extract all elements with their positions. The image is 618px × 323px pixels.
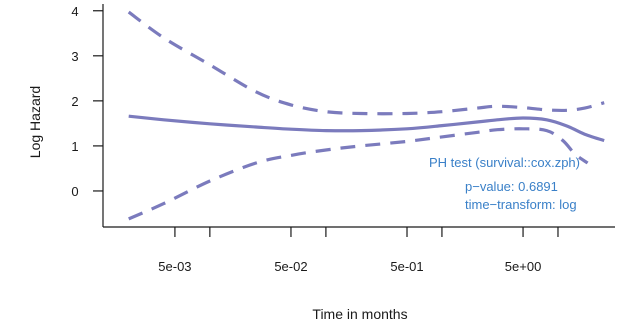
x-tick-label: 5e-01 (390, 259, 423, 274)
x-tick-label: 5e-03 (158, 259, 191, 274)
y-tick-label: 4 (71, 4, 78, 19)
ph-test-annotation: PH test (survival::cox.zph) p−value: 0.6… (429, 155, 580, 212)
ph-test-transform: time−transform: log (465, 197, 577, 212)
series-upper-bound-line (127, 10, 605, 116)
y-tick-label: 1 (71, 139, 78, 154)
ph-test-title: PH test (survival::cox.zph) (429, 155, 580, 170)
y-axis-title: Log Hazard (27, 86, 43, 158)
ph-test-pvalue: p−value: 0.6891 (465, 179, 558, 194)
y-tick-label: 0 (71, 184, 78, 199)
series-lower-bound-line (128, 127, 589, 221)
y-tick-label: 3 (71, 49, 78, 64)
x-axis: 5e-03 5e-02 5e-01 5e+00 (158, 227, 559, 274)
x-tick-label: 5e+00 (505, 259, 542, 274)
series-estimate-line (128, 114, 605, 143)
y-tick-label: 2 (71, 94, 78, 109)
x-axis-title: Time in months (312, 306, 407, 322)
y-axis: 0 1 2 3 4 (71, 4, 103, 199)
series-layer (127, 10, 605, 221)
x-tick-label: 5e-02 (274, 259, 307, 274)
plot-frame (102, 4, 615, 228)
